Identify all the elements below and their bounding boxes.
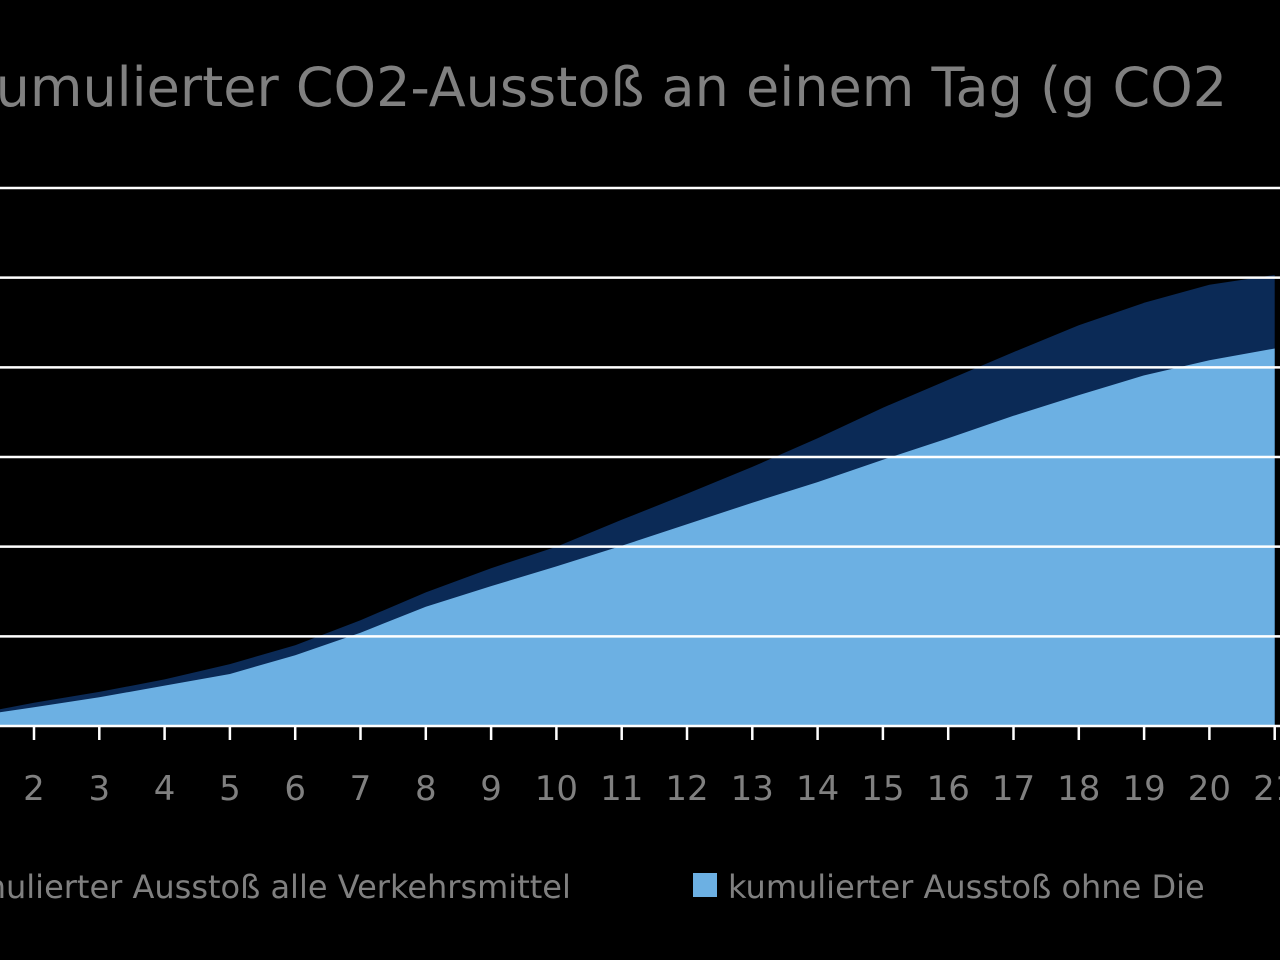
legend-label: kumulierter Ausstoß ohne Die xyxy=(728,868,1205,906)
x-tick-label: 19 xyxy=(1122,769,1165,809)
x-tick-label: 18 xyxy=(1057,769,1100,809)
x-tick-label: 21 xyxy=(1253,769,1280,809)
x-tick-label: 9 xyxy=(480,769,502,809)
x-tick-label: 7 xyxy=(350,769,372,809)
x-tick-label: 20 xyxy=(1188,769,1231,809)
legend-label: kumulierter Ausstoß alle Verkehrsmittel xyxy=(0,868,571,906)
chart-title: kumulierter CO2-Ausstoß an einem Tag (g … xyxy=(0,56,1227,119)
x-tick-label: 14 xyxy=(796,769,839,809)
x-tick-label: 2 xyxy=(23,769,45,809)
x-tick-label: 3 xyxy=(88,769,110,809)
x-tick-label: 6 xyxy=(284,769,306,809)
x-tick-label: 17 xyxy=(992,769,1035,809)
x-tick-label: 4 xyxy=(154,769,176,809)
legend-marker xyxy=(693,873,717,897)
x-tick-label: 11 xyxy=(600,769,643,809)
area xyxy=(0,348,1275,726)
x-tick-label: 13 xyxy=(731,769,774,809)
x-tick-label: 8 xyxy=(415,769,437,809)
x-tick-label: 16 xyxy=(927,769,970,809)
x-tick-label: 15 xyxy=(861,769,904,809)
x-tick-label: 5 xyxy=(219,769,241,809)
x-tick-label: 10 xyxy=(535,769,578,809)
x-tick-label: 12 xyxy=(665,769,708,809)
